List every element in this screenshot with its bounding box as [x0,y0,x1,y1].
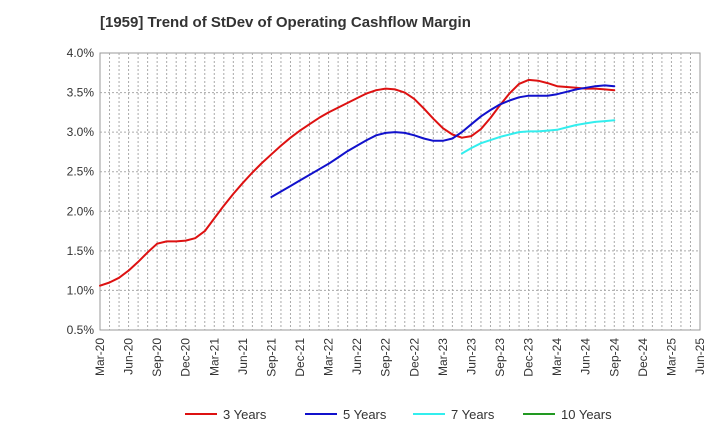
x-tick-label: Sep-21 [264,338,278,377]
y-tick-label: 2.5% [67,165,95,179]
series-lines [99,78,616,287]
x-tick-label: Mar-22 [322,338,336,376]
x-tick-label: Mar-25 [664,338,678,376]
series-line [99,78,616,287]
x-tick-label: Dec-20 [179,338,193,377]
x-tick-label: Jun-24 [579,338,593,375]
x-tick-label: Sep-22 [379,338,393,377]
y-tick-label: 0.5% [67,323,95,337]
x-tick-label: Jun-25 [693,338,707,375]
x-tick-label: Mar-23 [436,338,450,376]
y-tick-label: 1.0% [67,283,95,297]
x-tick-label: Jun-21 [236,338,250,375]
x-tick-label: Dec-24 [636,338,650,377]
x-tick-label: Jun-23 [464,338,478,375]
plot-area [99,52,701,331]
x-tick-label: Dec-21 [293,338,307,377]
x-tick-label: Dec-22 [407,338,421,377]
x-tick-label: Mar-21 [207,338,221,376]
grid [99,52,701,331]
series-line [460,119,616,155]
y-tick-label: 3.5% [67,86,95,100]
legend: 3 Years 5 Years 7 Years 10 Years [185,407,612,422]
y-tick-label: 3.0% [67,125,95,139]
series-line [270,84,616,198]
x-tick-label: Dec-23 [522,338,536,377]
x-tick-label: Jun-20 [122,338,136,375]
legend-label: 3 Years [223,407,267,422]
x-tick-label: Mar-20 [93,338,107,376]
chart-title: [1959] Trend of StDev of Operating Cashf… [100,14,471,31]
x-tick-label: Sep-24 [607,338,621,377]
axes: 0.5% 1.0% 1.5% 2.0% 2.5% 3.0% 3.5% 4.0% Mar-20 Ju… [67,46,707,377]
x-tick-label: Sep-23 [493,338,507,377]
y-tick-label: 1.5% [67,244,95,258]
legend-label: 7 Years [451,407,495,422]
y-tick-label: 2.0% [67,204,95,218]
legend-label: 5 Years [343,407,387,422]
x-tick-label: Jun-22 [350,338,364,375]
legend-label: 10 Years [561,407,612,422]
x-tick-label: Sep-20 [150,338,164,377]
y-tick-label: 4.0% [67,46,95,60]
x-tick-label: Mar-24 [550,338,564,376]
